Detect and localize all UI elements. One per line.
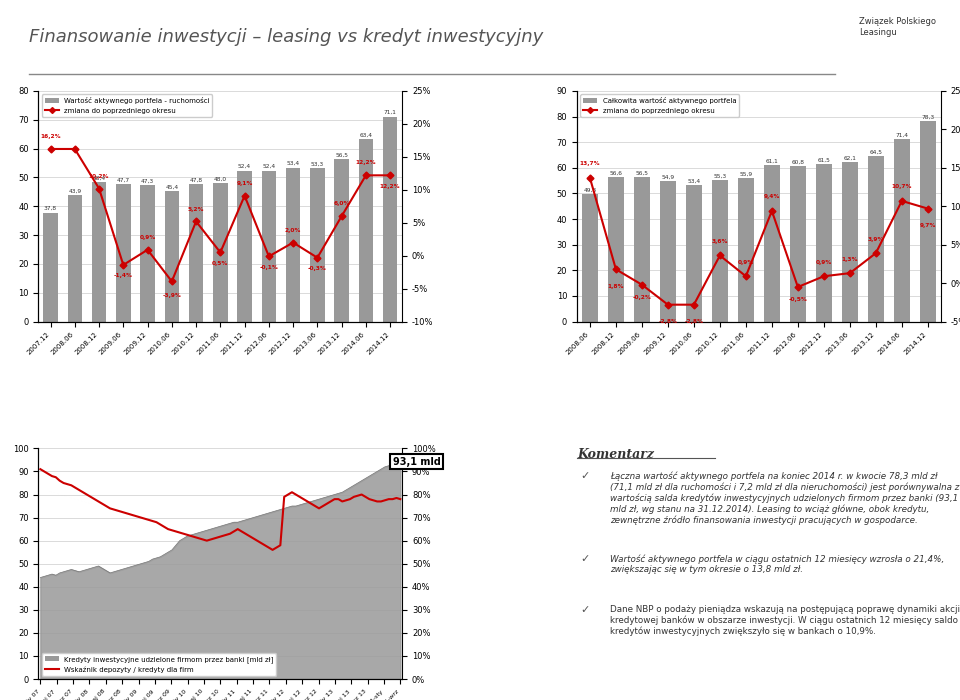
Bar — [582, 194, 598, 321]
Text: 52,4: 52,4 — [238, 164, 252, 169]
Bar — [764, 165, 780, 321]
Bar — [842, 162, 857, 321]
Text: 53,4: 53,4 — [286, 161, 300, 166]
Text: 55,9: 55,9 — [739, 172, 753, 177]
Bar — [686, 185, 702, 321]
Bar — [237, 171, 252, 321]
Bar — [816, 164, 831, 321]
Text: 60,8: 60,8 — [791, 160, 804, 164]
Text: 49,8: 49,8 — [584, 188, 596, 193]
Text: 48,4: 48,4 — [92, 176, 106, 181]
Text: -3,9%: -3,9% — [162, 293, 181, 298]
Text: Komentarz: Komentarz — [577, 449, 654, 461]
Bar — [116, 184, 131, 321]
Text: 56,5: 56,5 — [335, 153, 348, 158]
Text: 48,0: 48,0 — [214, 177, 227, 182]
Text: 56,5: 56,5 — [636, 171, 648, 176]
Bar — [140, 186, 155, 321]
Bar — [738, 178, 754, 321]
Bar — [261, 171, 276, 321]
Text: 62,1: 62,1 — [844, 156, 856, 161]
Text: 10,2%: 10,2% — [88, 174, 109, 178]
Text: 0,5%: 0,5% — [212, 260, 228, 265]
Text: Łączna wartość aktywnego portfela na koniec 2014 r. w kwocie 78,3 mld zł (71,1 m: Łączna wartość aktywnego portfela na kon… — [610, 472, 959, 525]
Text: 2,0%: 2,0% — [285, 228, 301, 232]
Text: 54,9: 54,9 — [661, 174, 675, 180]
Text: 55,3: 55,3 — [713, 174, 727, 178]
Text: 10,7%: 10,7% — [892, 184, 912, 190]
Text: ✓: ✓ — [581, 606, 590, 615]
Bar — [790, 166, 805, 321]
Text: 71,4: 71,4 — [896, 132, 908, 137]
Text: 47,3: 47,3 — [141, 178, 155, 184]
Bar — [286, 168, 300, 321]
Text: 45,4: 45,4 — [165, 184, 179, 189]
Text: 12,2%: 12,2% — [380, 183, 400, 188]
Bar — [608, 176, 624, 321]
Text: -0,3%: -0,3% — [308, 266, 326, 271]
Legend: Całkowita wartość aktywnego portfela, zmiana do poprzedniego okresu: Całkowita wartość aktywnego portfela, zm… — [581, 94, 739, 116]
Legend: Wartość aktywnego portfela - ruchomości, zmiana do poprzedniego okresu: Wartość aktywnego portfela - ruchomości,… — [42, 94, 212, 116]
Text: 63,4: 63,4 — [359, 132, 372, 137]
Bar — [164, 190, 180, 321]
Text: -1,4%: -1,4% — [114, 273, 132, 278]
Bar — [359, 139, 373, 321]
Text: 47,8: 47,8 — [189, 177, 203, 183]
Text: 9,1%: 9,1% — [236, 181, 252, 186]
Text: 61,1: 61,1 — [765, 159, 779, 164]
Text: Związek Polskiego
Leasingu: Związek Polskiego Leasingu — [859, 18, 936, 37]
Text: -0,2%: -0,2% — [633, 295, 651, 300]
Text: 6,0%: 6,0% — [333, 202, 349, 206]
Text: 56,6: 56,6 — [610, 170, 622, 175]
Text: 64,5: 64,5 — [870, 150, 882, 155]
Bar — [43, 213, 58, 321]
Text: 71,1: 71,1 — [384, 110, 396, 116]
Text: 3,9%: 3,9% — [868, 237, 884, 242]
Bar — [67, 195, 82, 321]
Bar — [213, 183, 228, 321]
Text: ✓: ✓ — [581, 472, 590, 482]
Text: 43,9: 43,9 — [68, 188, 82, 194]
Text: 53,3: 53,3 — [311, 162, 324, 167]
Text: 3,6%: 3,6% — [711, 239, 728, 244]
Bar — [383, 117, 397, 321]
Text: Dane NBP o podaży pieniądza wskazują na postępującą poprawę dynamiki akcji kredy: Dane NBP o podaży pieniądza wskazują na … — [610, 606, 960, 636]
Text: 1,3%: 1,3% — [842, 257, 858, 262]
Text: -2,8%: -2,8% — [659, 319, 678, 324]
Text: 61,5: 61,5 — [817, 158, 830, 162]
Text: 16,2%: 16,2% — [40, 134, 60, 139]
Text: -0,5%: -0,5% — [788, 298, 807, 302]
Text: ✓: ✓ — [581, 554, 590, 564]
Text: -2,8%: -2,8% — [684, 319, 704, 324]
Bar — [310, 168, 324, 321]
Text: 13,7%: 13,7% — [580, 161, 600, 167]
Text: 12,2%: 12,2% — [355, 160, 376, 165]
Text: 0,9%: 0,9% — [816, 260, 832, 265]
Text: 93,1 mld: 93,1 mld — [393, 456, 441, 467]
Bar — [334, 159, 348, 321]
Text: 37,8: 37,8 — [44, 206, 57, 211]
Bar — [660, 181, 676, 321]
Bar — [635, 177, 650, 321]
Bar — [712, 180, 728, 321]
Text: 0,9%: 0,9% — [737, 260, 754, 265]
Text: 5,2%: 5,2% — [188, 206, 204, 211]
Bar — [189, 184, 204, 321]
Text: 47,7: 47,7 — [117, 178, 130, 183]
Legend: Kredyty inwestycyjne udzielone firmom przez banki [mld zł], Wskaźnik depozyty / : Kredyty inwestycyjne udzielone firmom pr… — [42, 653, 276, 676]
Bar — [920, 121, 936, 321]
Text: 1,8%: 1,8% — [608, 284, 624, 288]
Bar — [92, 182, 107, 321]
Text: 9,4%: 9,4% — [763, 195, 780, 200]
Text: 78,3: 78,3 — [922, 115, 934, 120]
Text: 0,9%: 0,9% — [139, 235, 156, 240]
Text: 53,4: 53,4 — [687, 178, 701, 183]
Text: 9,7%: 9,7% — [920, 223, 936, 228]
Text: -0,1%: -0,1% — [259, 265, 278, 270]
Text: Finansowanie inwestycji – leasing vs kredyt inwestycyjny: Finansowanie inwestycji – leasing vs kre… — [29, 27, 543, 46]
Text: 52,4: 52,4 — [262, 164, 276, 169]
Bar — [894, 139, 910, 321]
Text: Wartość aktywnego portfela w ciągu ostatnich 12 miesięcy wzrosła o 21,4%, zwięks: Wartość aktywnego portfela w ciągu ostat… — [610, 554, 944, 575]
Bar — [868, 156, 883, 321]
